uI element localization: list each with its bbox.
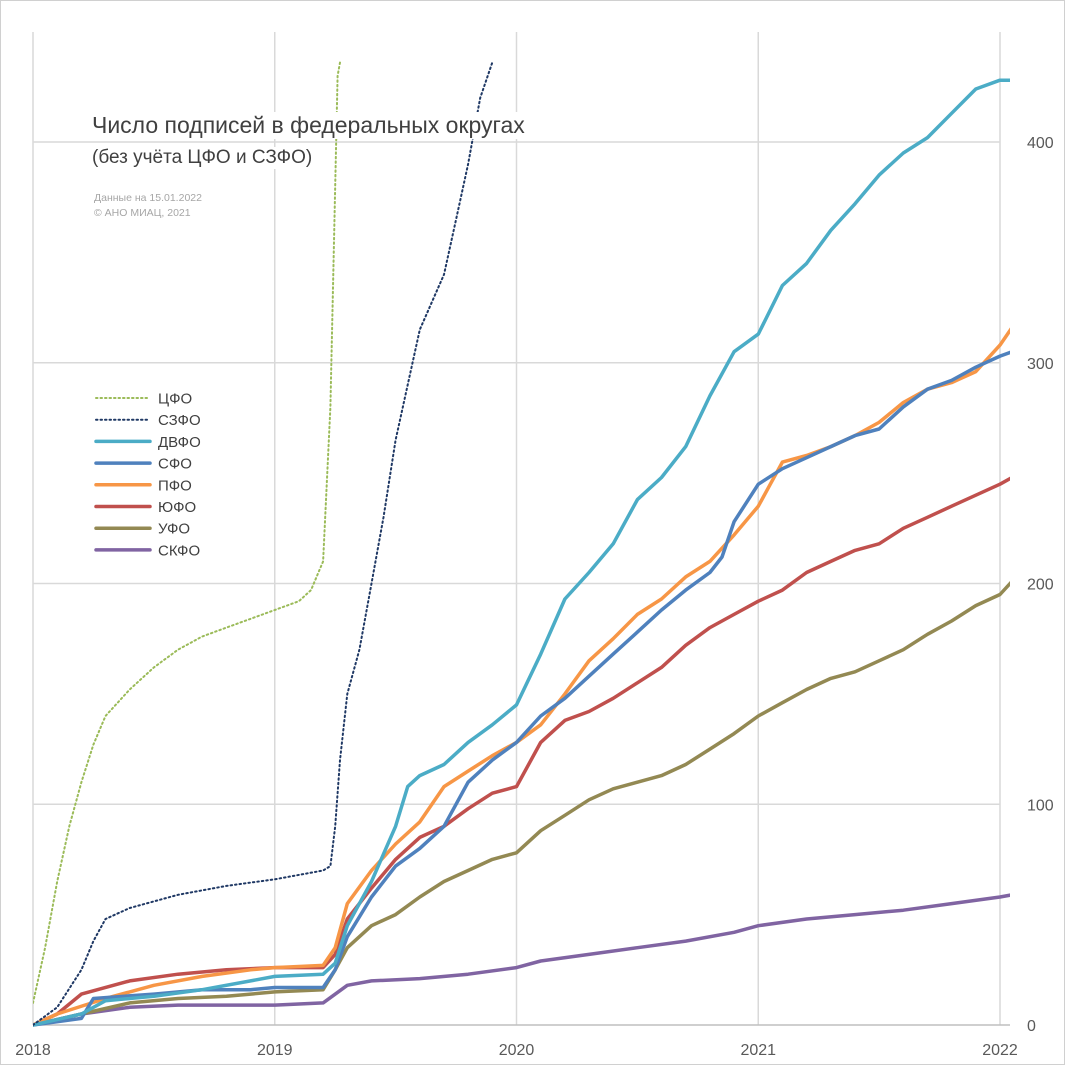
series-line-ДВФО xyxy=(33,78,1010,1027)
x-tick-label-2019: 2019 xyxy=(257,1042,293,1059)
series-line-ПФО xyxy=(33,327,1010,1027)
series-line-СЗФО xyxy=(33,61,494,1026)
series-line-СКФО xyxy=(33,893,1010,1027)
series-lines xyxy=(33,61,1010,1027)
series-line-ЮФО xyxy=(33,476,1010,1027)
legend-label-СЗФО: СЗФО xyxy=(158,412,201,429)
y-tick-label-100: 100 xyxy=(1027,797,1054,814)
copyright-note: © АНО МИАЦ, 2021 xyxy=(94,207,191,219)
chart-subtitle: (без учёта ЦФО и СЗФО) xyxy=(92,147,313,169)
legend-label-ЮФО: ЮФО xyxy=(158,499,196,516)
y-tick-label-0: 0 xyxy=(1027,1018,1036,1035)
y-tick-label-200: 200 xyxy=(1027,577,1054,594)
legend-label-ДВФО: ДВФО xyxy=(158,434,201,451)
series-line-СФО xyxy=(33,350,1010,1027)
legend-label-УФО: УФО xyxy=(158,521,190,538)
x-tick-label-2018: 2018 xyxy=(15,1042,51,1059)
x-tick-label-2020: 2020 xyxy=(499,1042,535,1059)
legend-label-ПФО: ПФО xyxy=(158,477,192,494)
series-line-УФО xyxy=(33,581,1010,1027)
chart-title: Число подписей в федеральных округах xyxy=(92,112,535,139)
x-tick-label-2022: 2022 xyxy=(982,1042,1018,1059)
legend-label-СФО: СФО xyxy=(158,456,192,473)
y-tick-label-300: 300 xyxy=(1027,356,1054,373)
series-line-ЦФО xyxy=(33,61,341,1004)
y-tick-label-400: 400 xyxy=(1027,135,1054,152)
x-tick-label-2021: 2021 xyxy=(740,1042,776,1059)
data-date-note: Данные на 15.01.2022 xyxy=(94,192,202,204)
legend-label-ЦФО: ЦФО xyxy=(158,391,192,408)
axis-tick-labels: 2018 2019 2020 2021 2022 0 100 200 300 400 xyxy=(15,135,1054,1059)
legend-label-СКФО: СКФО xyxy=(158,542,200,559)
legend: ЦФО СЗФО ДВФО СФО ПФО ЮФО УФО СКФО xyxy=(94,391,201,559)
gridlines xyxy=(32,32,1010,1026)
